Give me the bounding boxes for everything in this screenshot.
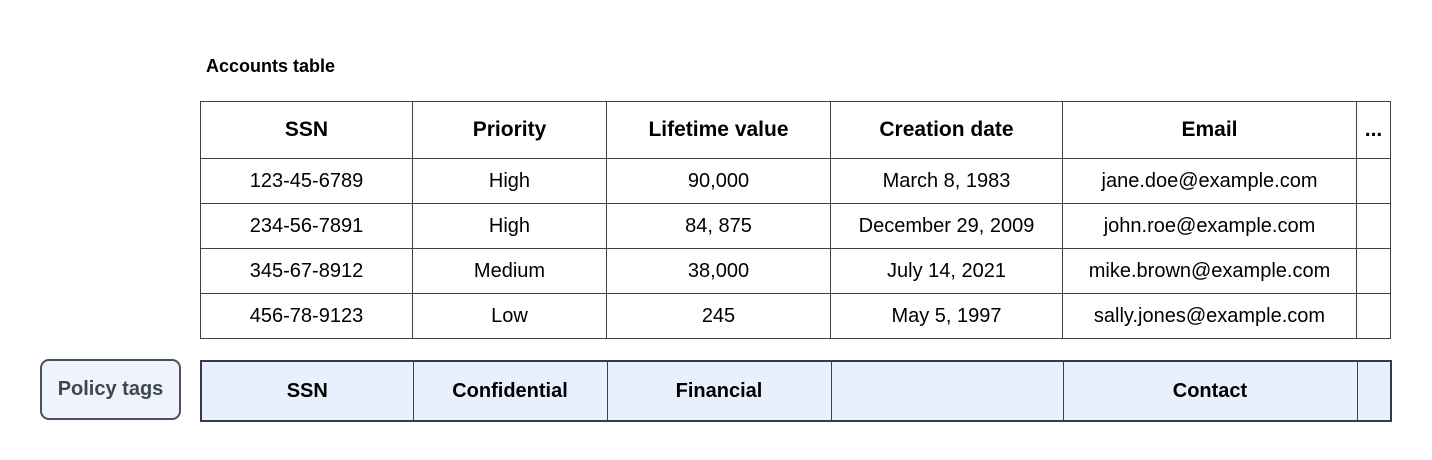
cell-email: mike.brown@example.com — [1062, 248, 1357, 294]
policy-tags-cells: SSN Confidential Financial Contact — [200, 360, 1392, 422]
column-header-ssn: SSN — [200, 101, 413, 159]
policy-tag-contact: Contact — [1062, 360, 1358, 422]
policy-tag-empty-more — [1356, 360, 1392, 422]
policy-tag-empty-creation-date — [830, 360, 1064, 422]
cell-more — [1356, 248, 1391, 294]
column-header-creation-date: Creation date — [830, 101, 1063, 159]
cell-creation-date: May 5, 1997 — [830, 293, 1063, 339]
cell-creation-date: March 8, 1983 — [830, 158, 1063, 204]
column-header-more: ... — [1356, 101, 1391, 159]
cell-lifetime-value: 38,000 — [606, 248, 831, 294]
table-row: 456-78-9123 Low 245 May 5, 1997 sally.jo… — [200, 293, 1391, 339]
cell-lifetime-value: 90,000 — [606, 158, 831, 204]
table-row: 345-67-8912 Medium 38,000 July 14, 2021 … — [200, 248, 1391, 294]
cell-more — [1356, 158, 1391, 204]
cell-ssn: 456-78-9123 — [200, 293, 413, 339]
accounts-table-title: Accounts table — [206, 56, 336, 76]
cell-priority: Medium — [412, 248, 607, 294]
cell-lifetime-value: 245 — [606, 293, 831, 339]
column-header-email: Email — [1062, 101, 1357, 159]
cell-more — [1356, 293, 1391, 339]
table-row: 123-45-6789 High 90,000 March 8, 1983 ja… — [200, 158, 1391, 204]
cell-email: john.roe@example.com — [1062, 203, 1357, 249]
cell-creation-date: December 29, 2009 — [830, 203, 1063, 249]
column-header-lifetime-value: Lifetime value — [606, 101, 831, 159]
policy-tag-ssn: SSN — [200, 360, 414, 422]
table-row: 234-56-7891 High 84, 875 December 29, 20… — [200, 203, 1391, 249]
cell-email: sally.jones@example.com — [1062, 293, 1357, 339]
policy-tags-row: SSN Confidential Financial Contact — [200, 360, 1392, 422]
cell-ssn: 123-45-6789 — [200, 158, 413, 204]
cell-ssn: 234-56-7891 — [200, 203, 413, 249]
cell-priority: High — [412, 203, 607, 249]
cell-email: jane.doe@example.com — [1062, 158, 1357, 204]
accounts-header-row: SSN Priority Lifetime value Creation dat… — [200, 101, 1391, 159]
cell-more — [1356, 203, 1391, 249]
cell-priority: Low — [412, 293, 607, 339]
policy-tags-label-text: Policy tags — [57, 378, 164, 400]
policy-tags-label: Policy tags — [40, 359, 181, 420]
accounts-table: SSN Priority Lifetime value Creation dat… — [200, 101, 1391, 339]
policy-tag-financial: Financial — [606, 360, 832, 422]
policy-tag-confidential: Confidential — [412, 360, 608, 422]
cell-ssn: 345-67-8912 — [200, 248, 413, 294]
cell-priority: High — [412, 158, 607, 204]
cell-creation-date: July 14, 2021 — [830, 248, 1063, 294]
column-header-priority: Priority — [412, 101, 607, 159]
cell-lifetime-value: 84, 875 — [606, 203, 831, 249]
